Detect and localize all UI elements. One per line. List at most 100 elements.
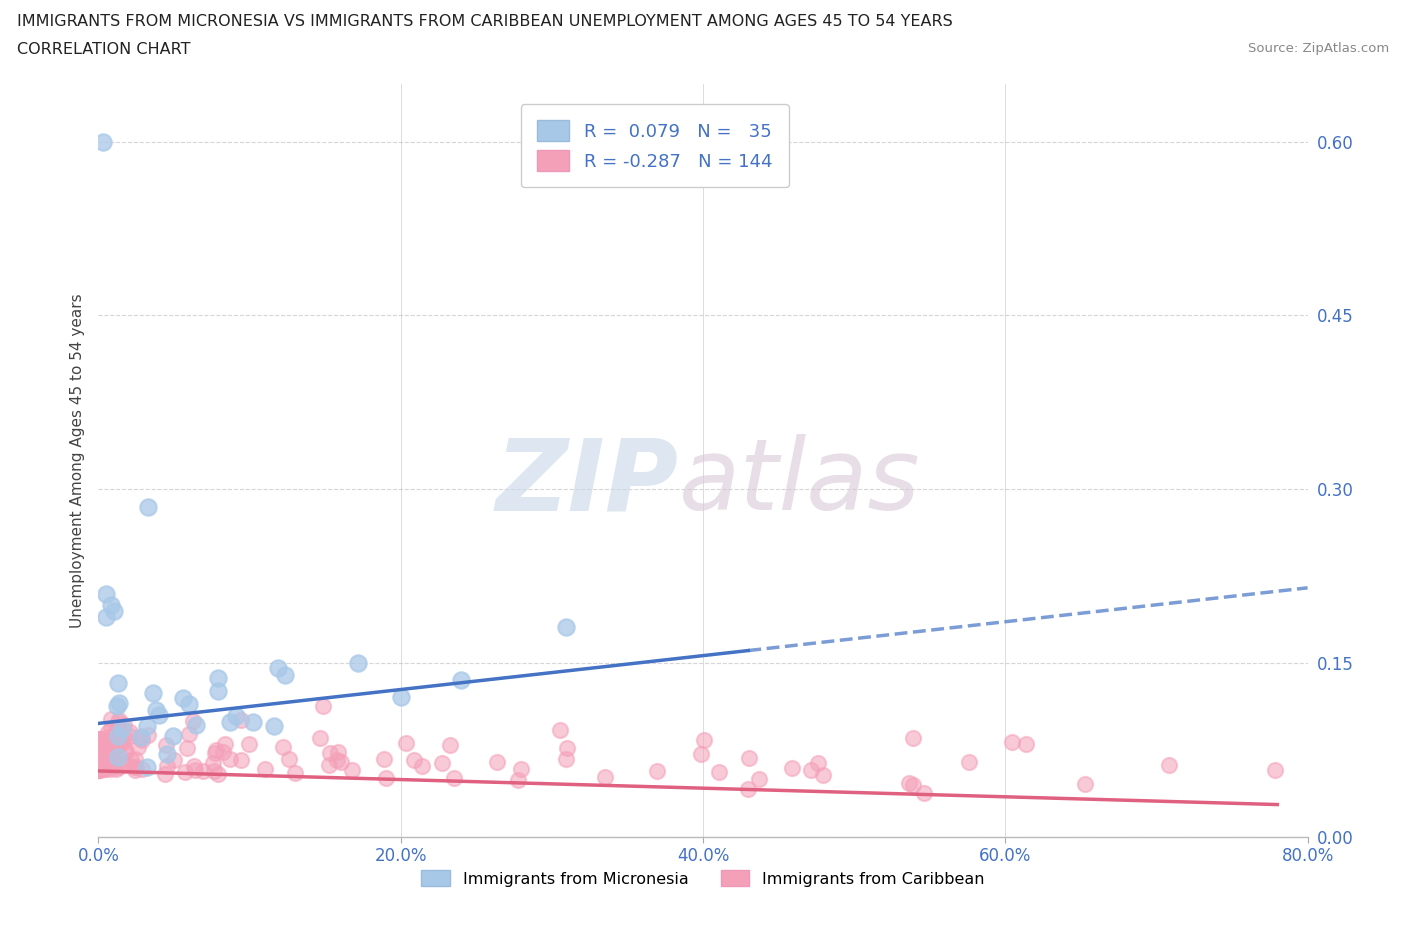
Point	[105, 698, 128, 713]
Point	[100, 762, 122, 777]
Point	[87, 759, 110, 774]
Point	[555, 619, 578, 634]
Point	[439, 737, 461, 752]
Point	[204, 746, 226, 761]
Point	[94, 744, 117, 759]
Point	[375, 771, 398, 786]
Point	[510, 762, 533, 777]
Point	[103, 758, 125, 773]
Point	[108, 759, 131, 774]
Point	[326, 745, 349, 760]
Point	[87, 763, 110, 777]
Point	[181, 714, 204, 729]
Point	[90, 735, 112, 750]
Point	[111, 721, 134, 736]
Point	[411, 758, 433, 773]
Point	[93, 762, 115, 777]
Point	[229, 752, 252, 767]
Point	[105, 741, 128, 756]
Point	[97, 724, 120, 739]
Point	[782, 761, 804, 776]
Point	[135, 759, 157, 774]
Point	[94, 609, 117, 624]
Point	[94, 748, 117, 763]
Point	[229, 713, 252, 728]
Point	[395, 736, 418, 751]
Point	[266, 661, 288, 676]
Point	[120, 752, 142, 767]
Point	[108, 696, 131, 711]
Point	[156, 758, 179, 773]
Point	[748, 771, 770, 786]
Point	[87, 741, 110, 756]
Point	[389, 690, 412, 705]
Point	[122, 759, 145, 774]
Point	[131, 762, 153, 777]
Point	[107, 715, 129, 730]
Point	[100, 729, 122, 744]
Point	[93, 748, 115, 763]
Point	[100, 758, 122, 773]
Point	[738, 751, 761, 765]
Point	[330, 754, 353, 769]
Point	[136, 499, 159, 514]
Point	[91, 739, 114, 754]
Point	[176, 740, 198, 755]
Point	[94, 586, 117, 601]
Point	[211, 745, 233, 760]
Point	[125, 759, 148, 774]
Point	[898, 776, 921, 790]
Point	[555, 751, 578, 766]
Point	[347, 656, 370, 671]
Point	[103, 604, 125, 618]
Point	[1001, 734, 1024, 749]
Point	[87, 748, 110, 763]
Point	[218, 751, 240, 766]
Point	[312, 698, 335, 713]
Point	[89, 742, 111, 757]
Point	[107, 728, 129, 743]
Point	[207, 767, 229, 782]
Point	[112, 757, 135, 772]
Point	[93, 757, 115, 772]
Point	[277, 751, 299, 766]
Point	[172, 691, 194, 706]
Point	[128, 730, 150, 745]
Point	[155, 766, 177, 781]
Text: atlas: atlas	[679, 434, 921, 531]
Point	[548, 723, 571, 737]
Point	[284, 765, 307, 780]
Point	[242, 715, 264, 730]
Point	[100, 752, 122, 767]
Point	[91, 737, 114, 752]
Point	[142, 685, 165, 700]
Point	[555, 740, 578, 755]
Point	[110, 729, 132, 744]
Point	[319, 746, 342, 761]
Point	[593, 769, 616, 784]
Point	[148, 707, 170, 722]
Point	[901, 731, 924, 746]
Point	[506, 773, 529, 788]
Point	[114, 745, 136, 760]
Point	[124, 763, 146, 777]
Point	[253, 762, 276, 777]
Point	[1264, 762, 1286, 777]
Point	[179, 697, 201, 711]
Point	[163, 753, 186, 768]
Point	[183, 758, 205, 773]
Point	[156, 747, 179, 762]
Point	[689, 747, 711, 762]
Point	[807, 755, 830, 770]
Point	[117, 758, 139, 773]
Point	[207, 671, 229, 685]
Point	[219, 714, 242, 729]
Point	[162, 729, 184, 744]
Point	[124, 751, 146, 766]
Point	[957, 754, 980, 769]
Point	[111, 736, 134, 751]
Point	[90, 753, 112, 768]
Point	[93, 750, 115, 764]
Point	[238, 737, 260, 751]
Point	[87, 763, 110, 777]
